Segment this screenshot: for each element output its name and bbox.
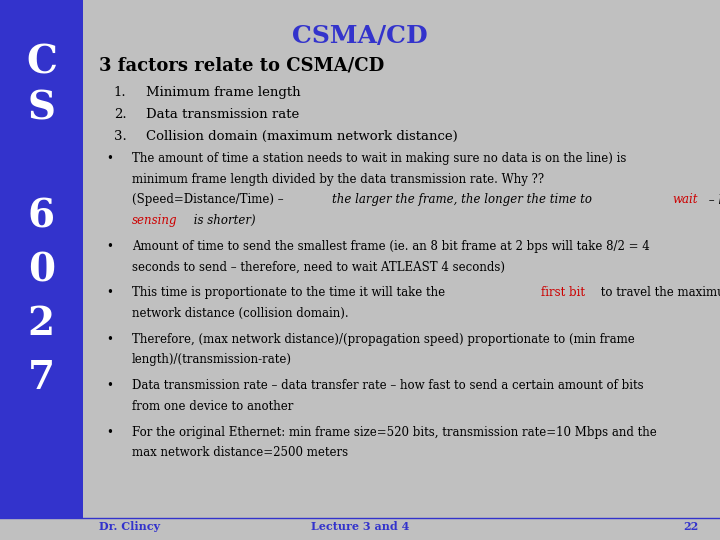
Text: 2.: 2. [114,108,127,121]
Text: network distance (collision domain).: network distance (collision domain). [132,307,348,320]
Text: C: C [26,43,57,81]
Text: 3.: 3. [114,130,127,143]
Text: is shorter): is shorter) [191,214,256,227]
Text: 3 factors relate to CSMA/CD: 3 factors relate to CSMA/CD [99,57,384,75]
Text: The amount of time a station needs to wait in making sure no data is on the line: The amount of time a station needs to wa… [132,152,626,165]
Text: Collision domain (maximum network distance): Collision domain (maximum network distan… [146,130,458,143]
Text: CSMA/CD: CSMA/CD [292,24,428,48]
Text: sensing: sensing [132,214,177,227]
Text: Minimum frame length: Minimum frame length [146,86,301,99]
Text: minimum frame length divided by the data transmission rate. Why ??: minimum frame length divided by the data… [132,173,544,186]
Text: wait: wait [672,193,698,206]
Text: 6: 6 [28,197,55,235]
Text: •: • [107,286,114,299]
Text: first bit: first bit [541,286,585,299]
Text: 1.: 1. [114,86,127,99]
Text: •: • [107,333,114,346]
Text: the larger the frame, the longer the time to: the larger the frame, the longer the tim… [332,193,596,206]
Text: 2: 2 [28,305,55,343]
Text: 0: 0 [28,251,55,289]
Text: Data transmission rate – data transfer rate – how fast to send a certain amount : Data transmission rate – data transfer r… [132,379,644,392]
Text: •: • [107,426,114,438]
Text: Data transmission rate: Data transmission rate [146,108,300,121]
Text: Amount of time to send the smallest frame (ie. an 8 bit frame at 2 bps will take: Amount of time to send the smallest fram… [132,240,649,253]
Text: This time is proportionate to the time it will take the: This time is proportionate to the time i… [132,286,449,299]
Text: •: • [107,240,114,253]
Bar [0,0,83,518]
Text: to travel the maximum: to travel the maximum [598,286,720,299]
Text: – however,: – however, [706,193,720,206]
Text: (Speed=Distance/Time) –: (Speed=Distance/Time) – [132,193,287,206]
Text: •: • [107,379,114,392]
Text: from one device to another: from one device to another [132,400,293,413]
Text: For the original Ethernet: min frame size=520 bits, transmission rate=10 Mbps an: For the original Ethernet: min frame siz… [132,426,657,438]
Text: seconds to send – therefore, need to wait ATLEAST 4 seconds): seconds to send – therefore, need to wai… [132,260,505,273]
Text: length)/(transmission-rate): length)/(transmission-rate) [132,353,292,366]
Text: Therefore, (max network distance)/(propagation speed) proportionate to (min fram: Therefore, (max network distance)/(propa… [132,333,634,346]
Text: •: • [107,152,114,165]
Text: 7: 7 [28,359,55,397]
Text: Lecture 3 and 4: Lecture 3 and 4 [311,521,409,532]
Text: S: S [27,89,55,127]
Text: 22: 22 [683,521,698,532]
Text: max network distance=2500 meters: max network distance=2500 meters [132,446,348,459]
Text: Dr. Clincy: Dr. Clincy [99,521,161,532]
